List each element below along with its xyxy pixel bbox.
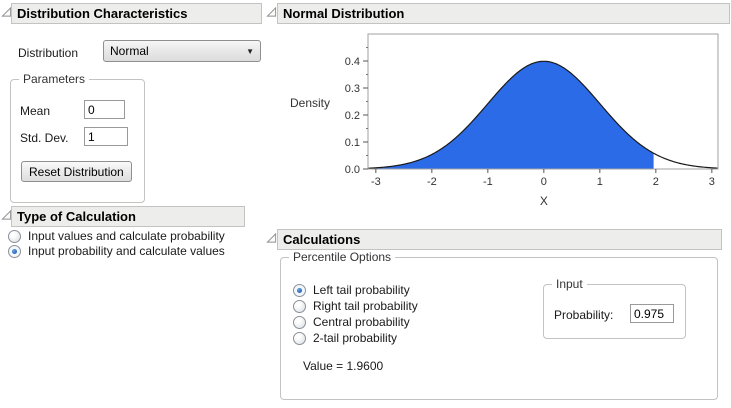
section-header-calculations[interactable]: Calculations	[277, 229, 722, 250]
x-axis-label: X	[540, 194, 548, 208]
radio-label: Input probability and calculate values	[28, 244, 225, 258]
svg-text:1: 1	[597, 176, 603, 188]
mean-label: Mean	[20, 104, 51, 118]
radio-label: Left tail probability	[313, 283, 410, 297]
radio-label: Input values and calculate probability	[28, 229, 225, 243]
svg-text:-3: -3	[371, 176, 381, 188]
section-header-normal-distribution[interactable]: Normal Distribution	[277, 3, 730, 24]
distribution-selected-value: Normal	[110, 44, 149, 58]
section-title: Normal Distribution	[283, 6, 405, 21]
radio-label: 2-tail probability	[313, 331, 398, 345]
svg-text:-1: -1	[483, 176, 493, 188]
svg-text:2: 2	[653, 176, 659, 188]
section-header-type-of-calculation[interactable]: Type of Calculation	[11, 206, 245, 227]
std-dev-field[interactable]	[84, 127, 128, 146]
radio-left-tail-probability[interactable]: Left tail probability	[293, 283, 410, 297]
radio-2-tail-probability[interactable]: 2-tail probability	[293, 331, 397, 345]
disclosure-triangle-icon[interactable]	[1, 209, 12, 221]
svg-text:0.0: 0.0	[345, 164, 360, 176]
radio-button-icon[interactable]	[293, 331, 306, 345]
std-dev-label: Std. Dev.	[20, 131, 69, 145]
y-axis-label: Density	[290, 96, 330, 110]
radio-button-icon[interactable]	[8, 229, 21, 243]
mean-field[interactable]	[84, 100, 125, 119]
input-legend: Input	[552, 277, 587, 291]
parameters-legend: Parameters	[19, 72, 90, 86]
svg-text:0.2: 0.2	[345, 110, 360, 122]
calculated-value-text: Value = 1.9600	[303, 359, 384, 373]
radio-label: Right tail probability	[313, 299, 418, 313]
percentile-options-legend: Percentile Options	[289, 250, 396, 264]
section-title: Calculations	[283, 232, 361, 247]
svg-text:-2: -2	[427, 176, 437, 188]
percentile-options-groupbox: Percentile Options Left tail probability…	[280, 250, 718, 400]
svg-text:0.1: 0.1	[345, 137, 360, 149]
section-header-distribution-characteristics[interactable]: Distribution Characteristics	[11, 3, 262, 24]
svg-text:0.3: 0.3	[345, 83, 360, 95]
svg-text:0.4: 0.4	[345, 56, 360, 68]
radio-button-icon[interactable]	[293, 315, 306, 329]
reset-distribution-button[interactable]: Reset Distribution	[21, 161, 132, 182]
section-title: Type of Calculation	[17, 209, 136, 224]
radio-input-probability-calculate-values[interactable]: Input probability and calculate values	[8, 244, 225, 258]
input-groupbox: Input Probability:	[543, 277, 686, 339]
chevron-down-icon: ▼	[246, 46, 254, 56]
radio-label: Central probability	[313, 315, 410, 329]
radio-button-icon[interactable]	[293, 283, 306, 297]
radio-right-tail-probability[interactable]: Right tail probability	[293, 299, 418, 313]
disclosure-triangle-icon[interactable]	[1, 6, 12, 18]
probability-field[interactable]	[630, 304, 674, 323]
normal-distribution-plot[interactable]: -3 -2 -1 0 1 2 3 0.0 0.1 0.2 0.3 0.4 Density X	[265, 28, 731, 213]
disclosure-triangle-icon[interactable]	[266, 232, 277, 244]
radio-input-values-calculate-probability[interactable]: Input values and calculate probability	[8, 229, 225, 243]
radio-central-probability[interactable]: Central probability	[293, 315, 410, 329]
svg-text:3: 3	[709, 176, 715, 188]
probability-label: Probability:	[554, 308, 614, 322]
distribution-label: Distribution	[18, 46, 79, 60]
distribution-select[interactable]: Normal ▼	[103, 40, 261, 62]
section-title: Distribution Characteristics	[17, 6, 188, 21]
svg-text:0: 0	[541, 176, 547, 188]
radio-button-icon[interactable]	[8, 244, 21, 258]
radio-button-icon[interactable]	[293, 299, 306, 313]
disclosure-triangle-icon[interactable]	[266, 6, 277, 18]
